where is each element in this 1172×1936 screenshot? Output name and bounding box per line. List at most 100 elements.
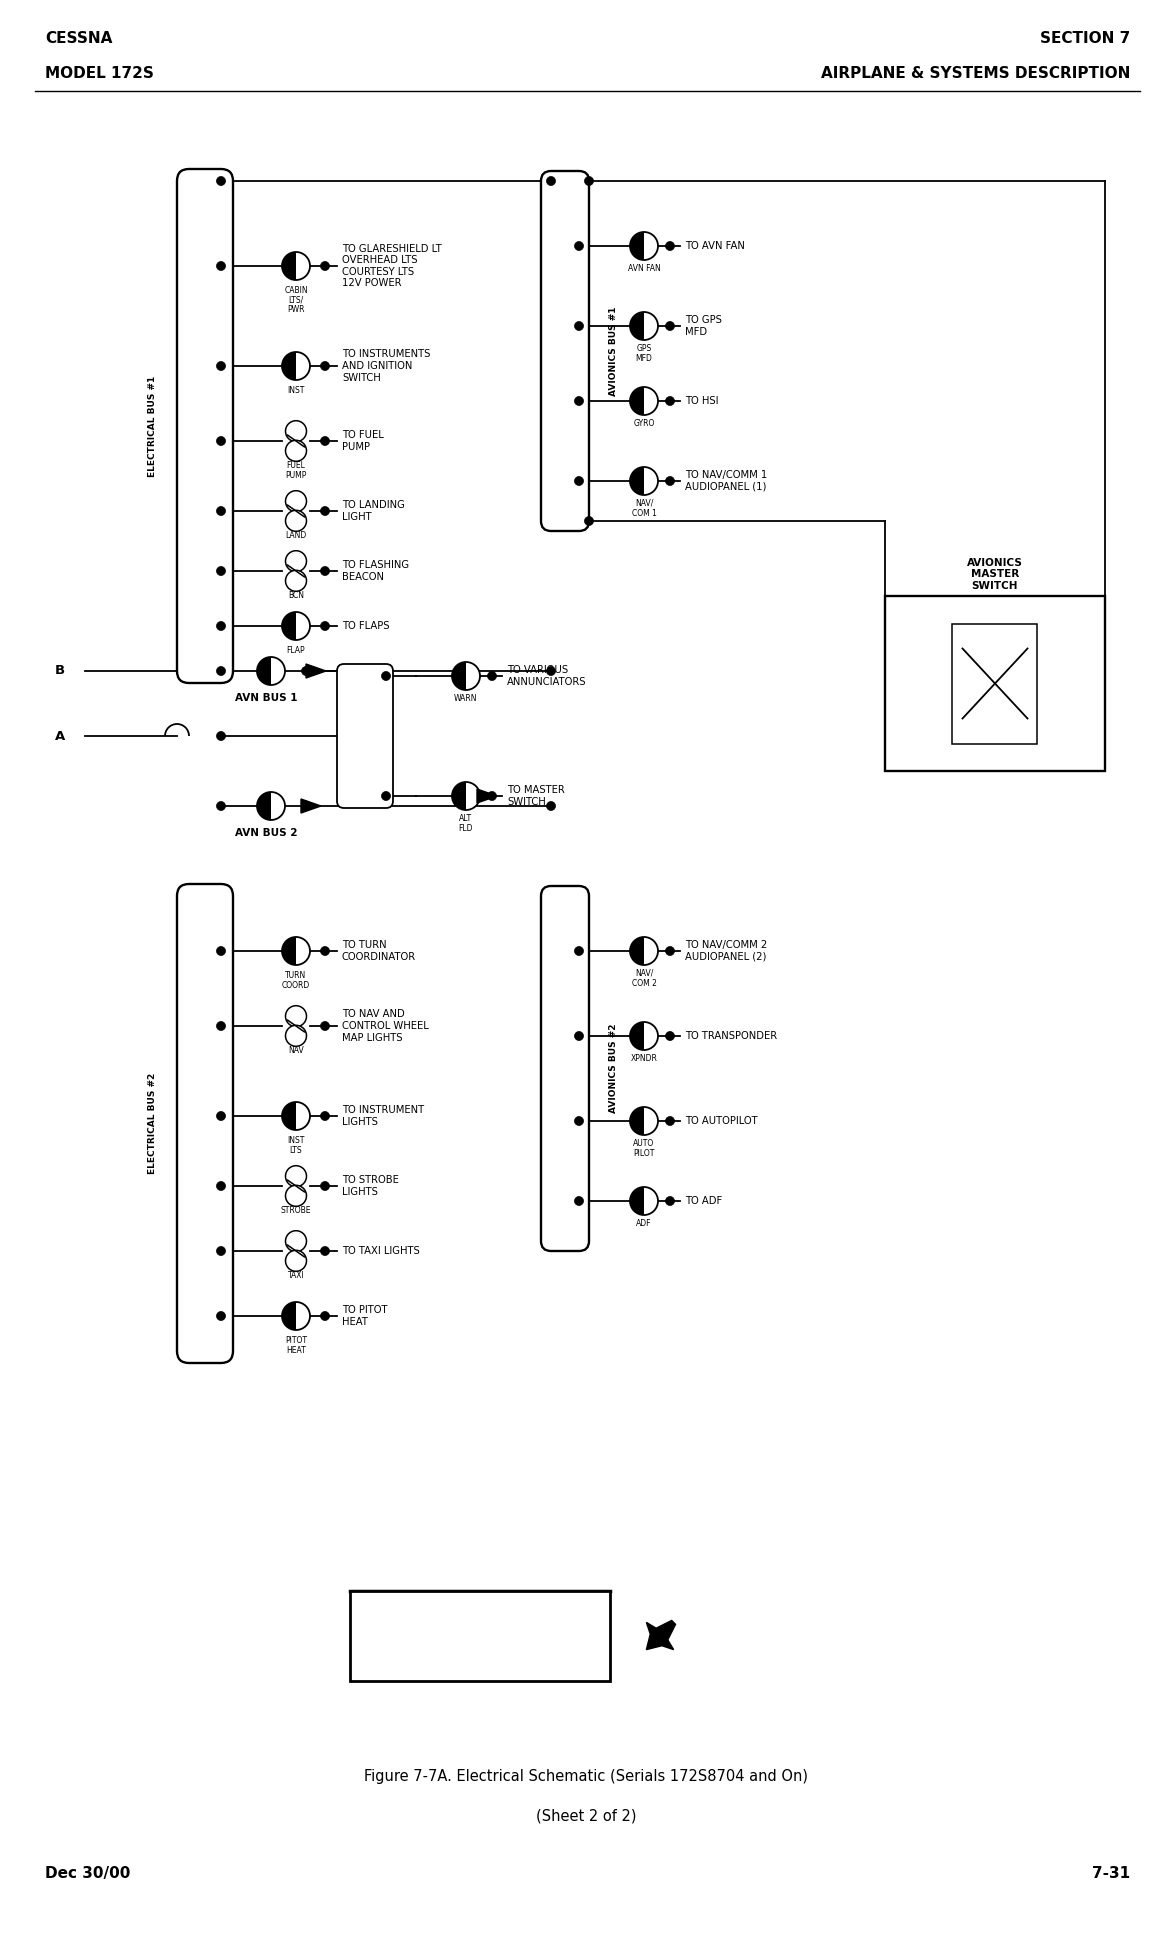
Text: TO AVN FAN: TO AVN FAN (684, 240, 745, 252)
Text: AVIONICS
MASTER
SWITCH: AVIONICS MASTER SWITCH (967, 558, 1023, 590)
Text: NAV/
COM 1: NAV/ COM 1 (632, 499, 656, 517)
Circle shape (320, 1247, 329, 1256)
Circle shape (286, 571, 307, 590)
Circle shape (631, 937, 657, 964)
Text: Figure 7-7A. Electrical Schematic (Serials 172S8704 and On): Figure 7-7A. Electrical Schematic (Seria… (364, 1768, 808, 1783)
Text: TO NAV/COMM 1
AUDIOPANEL (1): TO NAV/COMM 1 AUDIOPANEL (1) (684, 470, 768, 492)
Circle shape (320, 1111, 329, 1121)
Text: TO AUTOPILOT: TO AUTOPILOT (684, 1115, 757, 1127)
FancyBboxPatch shape (541, 170, 590, 530)
Circle shape (631, 467, 657, 496)
Wedge shape (282, 1303, 297, 1330)
Circle shape (320, 621, 329, 631)
Circle shape (217, 947, 225, 956)
Circle shape (217, 1022, 225, 1030)
Text: TO INSTRUMENTS
AND IGNITION
SWITCH: TO INSTRUMENTS AND IGNITION SWITCH (342, 348, 430, 383)
Circle shape (488, 792, 497, 800)
Circle shape (217, 802, 225, 811)
Circle shape (488, 672, 497, 680)
Text: AVN BUS 1: AVN BUS 1 (234, 693, 298, 703)
Circle shape (574, 1117, 584, 1125)
Circle shape (546, 802, 556, 811)
Circle shape (217, 261, 225, 271)
Text: AVN FAN: AVN FAN (628, 263, 660, 273)
Circle shape (286, 1005, 307, 1026)
Text: TO TAXI LIGHTS: TO TAXI LIGHTS (342, 1247, 420, 1256)
Circle shape (666, 1117, 675, 1125)
Text: XPNDR: XPNDR (631, 1053, 657, 1063)
FancyBboxPatch shape (177, 885, 233, 1363)
Text: TO ADF: TO ADF (684, 1196, 722, 1206)
Text: ALT
FLD: ALT FLD (458, 813, 473, 832)
Text: ELECTRICAL BUS #1: ELECTRICAL BUS #1 (149, 376, 157, 476)
Wedge shape (631, 467, 643, 496)
Circle shape (320, 436, 329, 445)
Circle shape (631, 1022, 657, 1049)
Circle shape (217, 567, 225, 575)
Text: TO MASTER
SWITCH: TO MASTER SWITCH (507, 786, 565, 807)
Text: GPS
MFD: GPS MFD (635, 345, 653, 362)
Circle shape (217, 362, 225, 370)
Wedge shape (282, 1102, 297, 1131)
Circle shape (631, 1107, 657, 1134)
Polygon shape (306, 664, 326, 678)
Text: MODEL 172S: MODEL 172S (45, 66, 154, 81)
Text: NAV/
COM 2: NAV/ COM 2 (632, 970, 656, 987)
Bar (885, 596, 1105, 771)
Text: TURN
COORD: TURN COORD (282, 972, 311, 989)
Circle shape (217, 507, 225, 515)
Circle shape (301, 666, 311, 676)
Circle shape (286, 490, 307, 511)
Circle shape (574, 476, 584, 486)
Circle shape (574, 321, 584, 331)
Circle shape (217, 436, 225, 445)
Circle shape (631, 1187, 657, 1216)
Text: BCN: BCN (288, 590, 304, 600)
Text: TO FLAPS: TO FLAPS (342, 621, 389, 631)
Text: TO NAV AND
CONTROL WHEEL
MAP LIGHTS: TO NAV AND CONTROL WHEEL MAP LIGHTS (342, 1009, 429, 1044)
Text: AVIONICS BUS #2: AVIONICS BUS #2 (608, 1024, 618, 1113)
Text: TO STROBE
LIGHTS: TO STROBE LIGHTS (342, 1175, 398, 1196)
Circle shape (320, 1311, 329, 1320)
FancyBboxPatch shape (177, 168, 233, 683)
Wedge shape (631, 937, 643, 964)
Circle shape (574, 397, 584, 405)
FancyBboxPatch shape (338, 664, 393, 807)
Circle shape (217, 666, 225, 676)
Wedge shape (257, 656, 271, 685)
Text: AIRPLANE & SYSTEMS DESCRIPTION: AIRPLANE & SYSTEMS DESCRIPTION (820, 66, 1130, 81)
Text: B: B (55, 664, 66, 678)
Text: TO GPS
MFD: TO GPS MFD (684, 316, 722, 337)
Circle shape (301, 802, 311, 811)
Text: TO FLASHING
BEACON: TO FLASHING BEACON (342, 560, 409, 583)
Text: TO LANDING
LIGHT: TO LANDING LIGHT (342, 499, 404, 523)
Circle shape (286, 439, 307, 461)
Text: A: A (55, 730, 66, 743)
Wedge shape (282, 352, 297, 379)
Wedge shape (631, 1187, 643, 1216)
Circle shape (382, 672, 390, 680)
Circle shape (217, 1111, 225, 1121)
Circle shape (320, 362, 329, 370)
Circle shape (666, 476, 675, 486)
Circle shape (286, 1026, 307, 1045)
Circle shape (282, 252, 311, 281)
Circle shape (666, 397, 675, 405)
Circle shape (217, 1247, 225, 1256)
Wedge shape (452, 782, 466, 809)
Text: ESSENTIAL/
CROSSFEED
BUS: ESSENTIAL/ CROSSFEED BUS (355, 714, 375, 757)
Circle shape (452, 662, 481, 689)
Circle shape (382, 792, 390, 800)
Polygon shape (301, 800, 321, 813)
Bar (350, 1591, 609, 1680)
Circle shape (257, 656, 285, 685)
Text: SECTION 7: SECTION 7 (1040, 31, 1130, 46)
Circle shape (631, 387, 657, 414)
Circle shape (286, 1185, 307, 1206)
Circle shape (217, 621, 225, 631)
Text: TO INSTRUMENT
LIGHTS: TO INSTRUMENT LIGHTS (342, 1105, 424, 1127)
Circle shape (282, 937, 311, 964)
Text: INST: INST (287, 385, 305, 395)
Circle shape (666, 242, 675, 250)
Circle shape (217, 732, 225, 740)
